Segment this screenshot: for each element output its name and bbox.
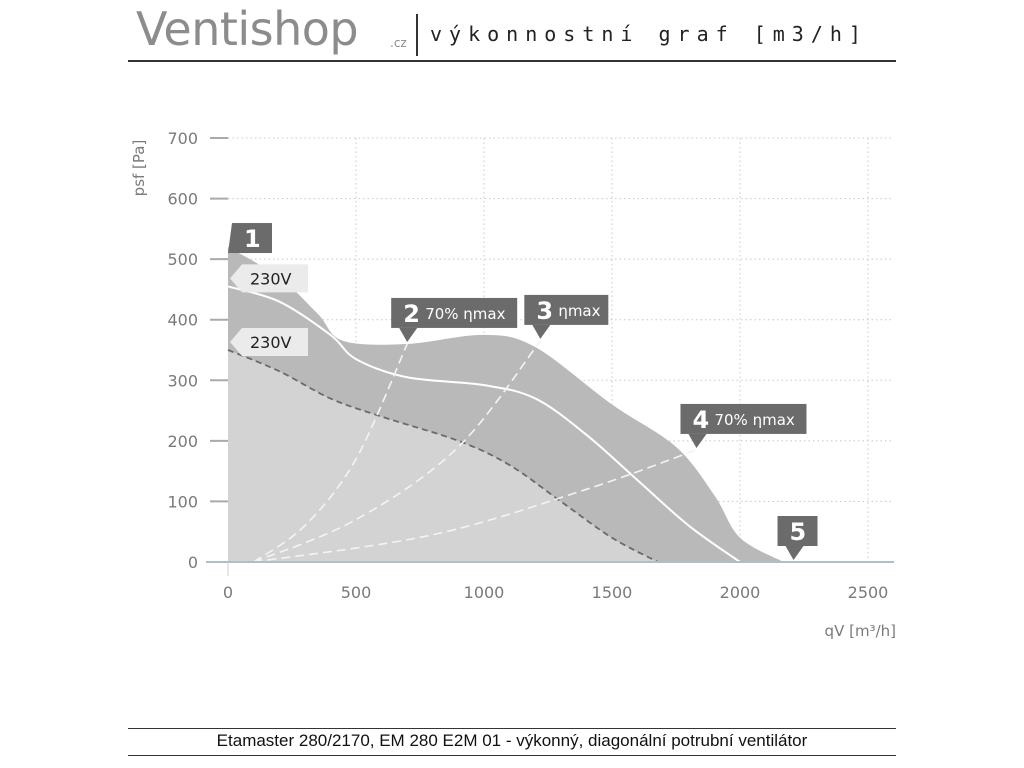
y-tick-label: 0 bbox=[188, 553, 198, 572]
marker-pointer bbox=[228, 223, 246, 254]
marker-box bbox=[524, 294, 609, 325]
voltage-tag bbox=[230, 328, 308, 356]
series-line-2 bbox=[227, 285, 741, 563]
y-tick-label: 200 bbox=[167, 432, 198, 451]
x-tick-label: 500 bbox=[341, 583, 372, 602]
marker-2: 2 70% ηmax bbox=[391, 297, 518, 342]
marker-number: 5 bbox=[790, 518, 807, 546]
marker-pointer bbox=[399, 327, 418, 342]
y-tick-label: 500 bbox=[167, 250, 198, 269]
footer-rule-top bbox=[128, 728, 896, 729]
header-rule bbox=[128, 60, 896, 62]
marker-pointer bbox=[785, 546, 804, 560]
marker-text: 70% ηmax bbox=[425, 305, 505, 323]
x-tick-label: 2000 bbox=[720, 583, 761, 602]
x-axis-label: qV [m³/h] bbox=[825, 622, 896, 640]
series-line-4 bbox=[253, 343, 408, 563]
y-tick-label: 600 bbox=[167, 190, 198, 209]
marker-box bbox=[680, 403, 807, 434]
marker-number: 1 bbox=[244, 225, 261, 253]
marker-text: 70% ηmax bbox=[714, 411, 794, 429]
marker-pointer bbox=[688, 433, 707, 448]
voltage-label: 230V bbox=[250, 333, 292, 352]
marker-5: 5 bbox=[777, 516, 818, 560]
x-tick-label: 1000 bbox=[464, 583, 505, 602]
marker-box bbox=[777, 516, 818, 546]
footer-rule-bottom bbox=[128, 755, 896, 756]
x-tick-label: 2500 bbox=[848, 583, 889, 602]
y-tick-label: 300 bbox=[167, 371, 198, 390]
voltage-tag bbox=[230, 264, 308, 293]
header: Ventishop .cz výkonnostní graf [m3/h] bbox=[128, 0, 896, 62]
header-divider bbox=[416, 14, 418, 56]
logo-text: Ventishop bbox=[136, 2, 359, 56]
y-axis-label: psf [Pa] bbox=[130, 140, 148, 197]
logo[interactable]: Ventishop bbox=[136, 2, 359, 56]
marker-text: ηmax bbox=[558, 302, 600, 320]
series-line-3 bbox=[227, 349, 659, 563]
product-caption: Etamaster 280/2170, EM 280 E2M 01 - výko… bbox=[216, 731, 808, 750]
marker-3: 3 ηmax bbox=[524, 294, 609, 339]
marker-number: 3 bbox=[536, 297, 553, 325]
area-low-speed bbox=[228, 350, 659, 562]
marker-4: 4 70% ηmax bbox=[680, 403, 807, 448]
marker-pointer bbox=[532, 324, 551, 339]
chart-lines bbox=[227, 285, 741, 563]
marker-number: 4 bbox=[692, 406, 709, 434]
logo-suffix: .cz bbox=[390, 36, 407, 50]
series-line-5 bbox=[253, 340, 541, 563]
marker-box bbox=[391, 297, 518, 328]
marker-1: 1 bbox=[228, 223, 272, 254]
voltage-label: 230V bbox=[250, 269, 292, 288]
y-tick-label: 100 bbox=[167, 492, 198, 511]
chart-areas bbox=[228, 247, 784, 562]
chart-markers: 230V 230V 1 2 70% ηmax 3 ηmax 4 70% ηmax 5 bbox=[228, 223, 818, 560]
x-tick-label: 1500 bbox=[592, 583, 633, 602]
y-tick-label: 400 bbox=[167, 311, 198, 330]
y-tick-label: 700 bbox=[167, 129, 198, 148]
series-line-6 bbox=[253, 449, 697, 563]
x-tick-label: 0 bbox=[223, 583, 233, 602]
marker-number: 2 bbox=[403, 300, 420, 328]
page-title: výkonnostní graf [m3/h] bbox=[430, 22, 868, 46]
